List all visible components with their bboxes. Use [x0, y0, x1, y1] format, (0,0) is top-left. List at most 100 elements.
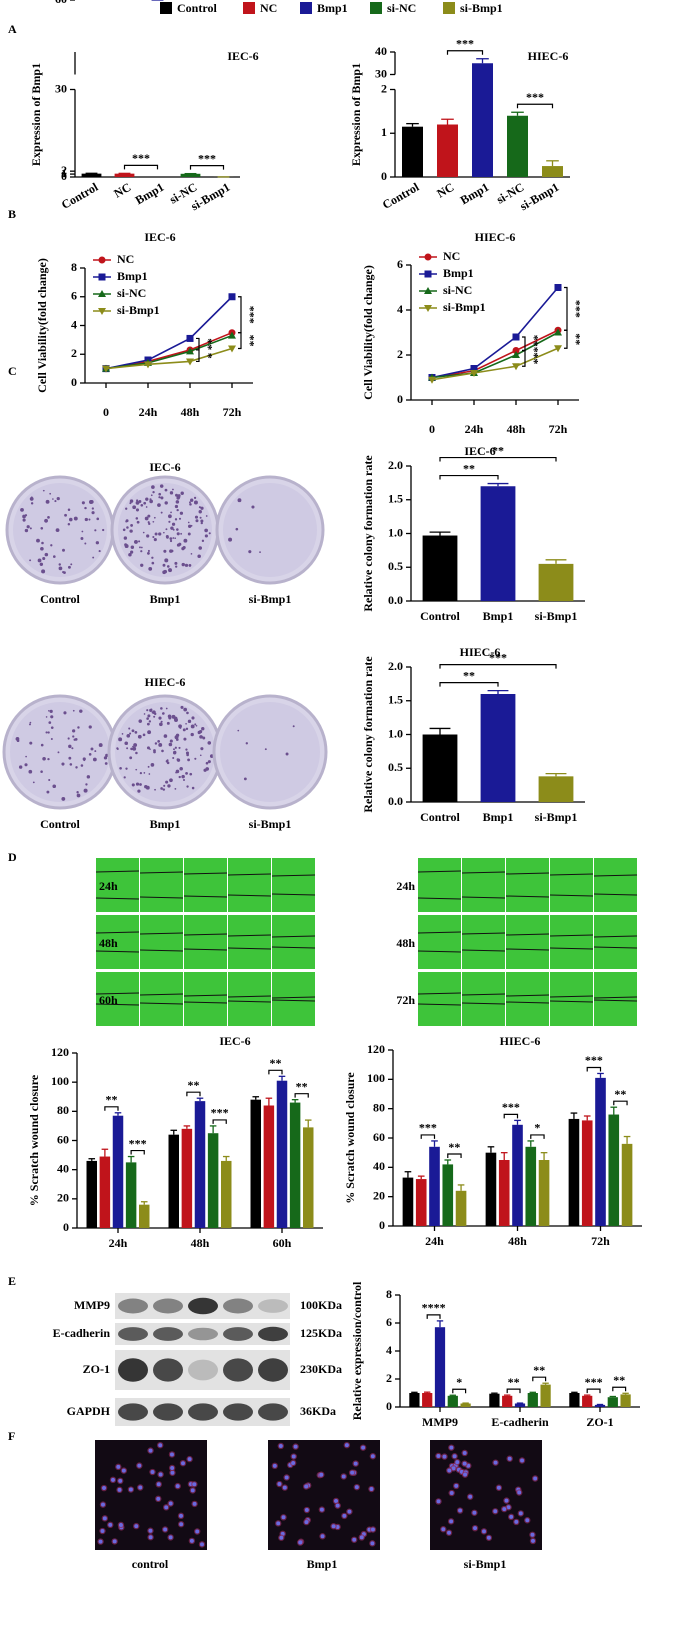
wound-edge	[183, 895, 228, 898]
colony	[185, 727, 189, 731]
colony	[151, 485, 155, 489]
colony	[151, 561, 155, 565]
colony	[176, 508, 179, 512]
nucleus	[158, 1443, 163, 1448]
bar	[512, 1124, 523, 1226]
point	[554, 284, 562, 291]
nucleus	[342, 1513, 347, 1518]
colony	[146, 746, 150, 750]
y-tick-label: 6	[397, 257, 403, 271]
bar	[434, 1327, 446, 1407]
sig-bracket	[212, 1119, 227, 1124]
protein-label: MMP9	[74, 1298, 110, 1312]
wound-edge	[139, 871, 184, 874]
colony	[169, 778, 173, 783]
colony	[182, 546, 186, 550]
image-title: IEC-6	[149, 460, 180, 474]
colony	[45, 499, 50, 504]
colony	[193, 500, 198, 505]
bar	[409, 1393, 420, 1407]
colony	[158, 492, 162, 496]
colony	[62, 548, 65, 552]
sig-label: **	[492, 443, 504, 457]
bar	[608, 1114, 620, 1226]
nucleus	[282, 1485, 287, 1490]
legend-swatch	[370, 2, 382, 14]
sig-bracket	[532, 1376, 547, 1382]
colony	[94, 529, 97, 532]
colony	[173, 748, 175, 751]
blot-band	[118, 1403, 148, 1421]
colony	[98, 743, 103, 747]
image-label: Control	[40, 592, 80, 606]
wound-edge	[417, 992, 462, 995]
sig-bracket	[104, 1106, 119, 1111]
y-tick-label: 2	[61, 163, 67, 177]
colony	[30, 502, 34, 505]
colony	[126, 526, 129, 529]
colony	[137, 789, 141, 793]
nucleus	[331, 1524, 336, 1529]
colony	[195, 724, 198, 727]
legend-label: NC	[260, 1, 277, 15]
colony	[135, 751, 138, 755]
chart-title: IEC-6	[227, 49, 258, 63]
nucleus	[335, 1503, 340, 1508]
nucleus	[344, 1443, 349, 1448]
colony	[174, 561, 178, 565]
wound-edge	[461, 1002, 506, 1005]
wound-edge	[271, 946, 316, 949]
colony	[140, 546, 143, 549]
colony	[29, 741, 33, 745]
colony	[183, 707, 188, 712]
x-tick-label: 0	[429, 422, 435, 436]
blot-band	[223, 1358, 253, 1382]
colony	[72, 729, 76, 733]
colony	[125, 767, 128, 770]
nucleus	[291, 1460, 296, 1465]
wound-edge	[593, 893, 638, 896]
colony	[52, 498, 54, 500]
wound-edge	[549, 873, 594, 876]
colony	[171, 522, 176, 526]
colony	[129, 756, 133, 760]
nucleus	[164, 1505, 169, 1510]
nucleus	[518, 1511, 523, 1516]
point	[512, 333, 520, 341]
sig-label: ***	[198, 151, 216, 165]
nucleus	[148, 1448, 153, 1453]
bar	[594, 1404, 606, 1407]
image-label: si-Bmp1	[249, 592, 292, 606]
bar	[250, 1099, 262, 1228]
colony	[86, 775, 91, 779]
nucleus	[277, 1482, 282, 1487]
colony	[135, 768, 138, 771]
nucleus	[462, 1450, 467, 1455]
sig-label: ***	[132, 151, 150, 165]
colony	[166, 761, 170, 765]
colony	[199, 735, 203, 739]
y-tick-label: 20	[373, 1188, 385, 1202]
x-tick-label: 72h	[223, 405, 242, 419]
nucleus	[100, 1529, 105, 1534]
colony	[104, 762, 108, 765]
bar	[402, 126, 423, 177]
colony	[161, 712, 165, 715]
scratch-image	[506, 858, 549, 912]
colony	[160, 511, 163, 514]
panel-label: D	[8, 850, 17, 864]
fluorescence-image	[268, 1440, 380, 1550]
wound-edge	[549, 947, 594, 950]
colony	[92, 556, 95, 559]
colony	[42, 556, 46, 561]
nucleus	[178, 1513, 183, 1518]
y-tick-label: 6	[386, 1315, 392, 1329]
bar	[422, 535, 458, 601]
y-tick-label: 60	[373, 1130, 385, 1144]
colony	[118, 737, 123, 742]
colony	[185, 723, 187, 725]
wound-edge	[183, 872, 228, 875]
colony	[174, 504, 179, 509]
y-tick-label: 0	[386, 1399, 392, 1413]
colony	[187, 719, 192, 724]
